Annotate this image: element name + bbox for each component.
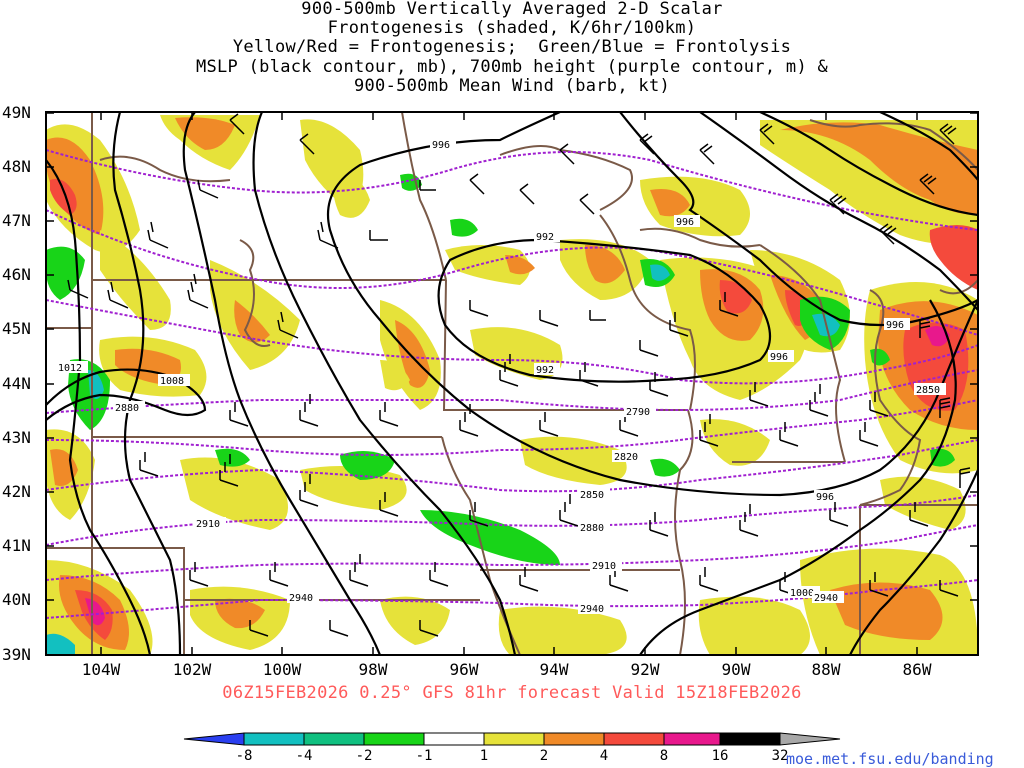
colorbar-label: -8 [235,748,253,764]
lat-label: 40N [2,590,31,609]
title-line-4: MSLP (black contour, mb), 700mb height (… [195,56,829,77]
lon-label: 86W [902,660,932,679]
colorbar-swatch [663,732,721,746]
height-label: 2940 [289,593,313,604]
wind-barbs [67,113,971,637]
lon-label: 96W [449,660,479,679]
lat-label: 45N [2,319,31,338]
mslp-label: 1012 [58,363,82,374]
lat-label: 49N [2,103,31,122]
height-label: 2850 [916,385,940,396]
lon-label: 88W [811,660,841,679]
map-content: 996 992 996 992 1008 1012 996 996 1000 9… [46,112,978,655]
colorbar-swatch [243,732,305,746]
mslp-label: 996 [432,140,450,151]
lat-label: 47N [2,211,31,230]
lon-label: 104W [81,660,121,679]
forecast-valid-text: 06Z15FEB2026 0.25° GFS 81hr forecast Val… [222,683,802,703]
colorbar-label: -2 [355,748,373,764]
colorbar [183,732,841,746]
mslp-label: 996 [770,352,788,363]
colorbar-swatch [719,732,781,746]
colorbar-label: 8 [659,748,669,764]
height-label: 2820 [614,452,638,463]
contour-labels: 996 992 996 992 1008 1012 996 996 1000 9… [56,138,946,615]
height-label: 2880 [580,523,604,534]
lat-label: 48N [2,157,31,176]
height-label: 2790 [626,407,650,418]
mslp-label: 1000 [790,588,814,599]
lon-label: 98W [358,660,388,679]
colorbar-swatch [779,732,841,746]
lon-label: 90W [721,660,751,679]
title-line-3: Yellow/Red = Frontogenesis; Green/Blue =… [232,37,792,58]
colorbar-swatch [543,732,605,746]
title-line-1: 900-500mb Vertically Averaged 2-D Scalar [301,0,723,19]
colorbar-label: 16 [711,748,729,764]
mslp-label: 1008 [160,376,184,387]
colorbar-label: -1 [415,748,433,764]
mslp-label: 992 [536,232,554,243]
colorbar-swatch [183,732,245,746]
height-label: 2940 [814,593,838,604]
height-label: 2940 [580,604,604,615]
colorbar-swatch [603,732,665,746]
lat-label: 41N [2,536,31,555]
height-label: 2910 [592,561,616,572]
credit-link[interactable]: moe.met.fsu.edu/banding [786,750,994,768]
colorbar-label: 4 [599,748,609,764]
lon-label: 92W [630,660,660,679]
colorbar-swatch [303,732,365,746]
mslp-label: 996 [676,217,694,228]
lat-label: 39N [2,645,31,664]
lat-label: 44N [2,374,31,393]
title-line-5: 900-500mb Mean Wind (barb, kt) [353,75,671,96]
mslp-contours [46,112,978,655]
colorbar-label: 1 [479,748,489,764]
mslp-label: 992 [536,365,554,376]
colorbar-swatch [483,732,545,746]
colorbar-swatch [363,732,425,746]
colorbar-label: 2 [539,748,549,764]
mslp-label: 996 [816,492,834,503]
frontogenesis-shading [46,115,978,655]
colorbar-label: 32 [771,748,789,764]
height-label: 2880 [115,403,139,414]
height-label: 2850 [580,490,604,501]
lon-label: 102W [172,660,212,679]
axis-ticks [46,112,978,655]
title-line-2: Frontogenesis (shaded, K/6hr/100km) [327,18,697,39]
map-title: 900-500mb Vertically Averaged 2-D Scalar… [0,0,1024,96]
lat-label: 43N [2,428,31,447]
colorbar-label: -4 [295,748,313,764]
colorbar-swatch [423,732,485,746]
lon-label: 100W [262,660,302,679]
mslp-label: 996 [886,320,904,331]
height-contours [46,149,978,619]
lat-label: 46N [2,265,31,284]
height-label: 2910 [196,519,220,530]
lon-label: 94W [539,660,569,679]
lat-label: 42N [2,482,31,501]
